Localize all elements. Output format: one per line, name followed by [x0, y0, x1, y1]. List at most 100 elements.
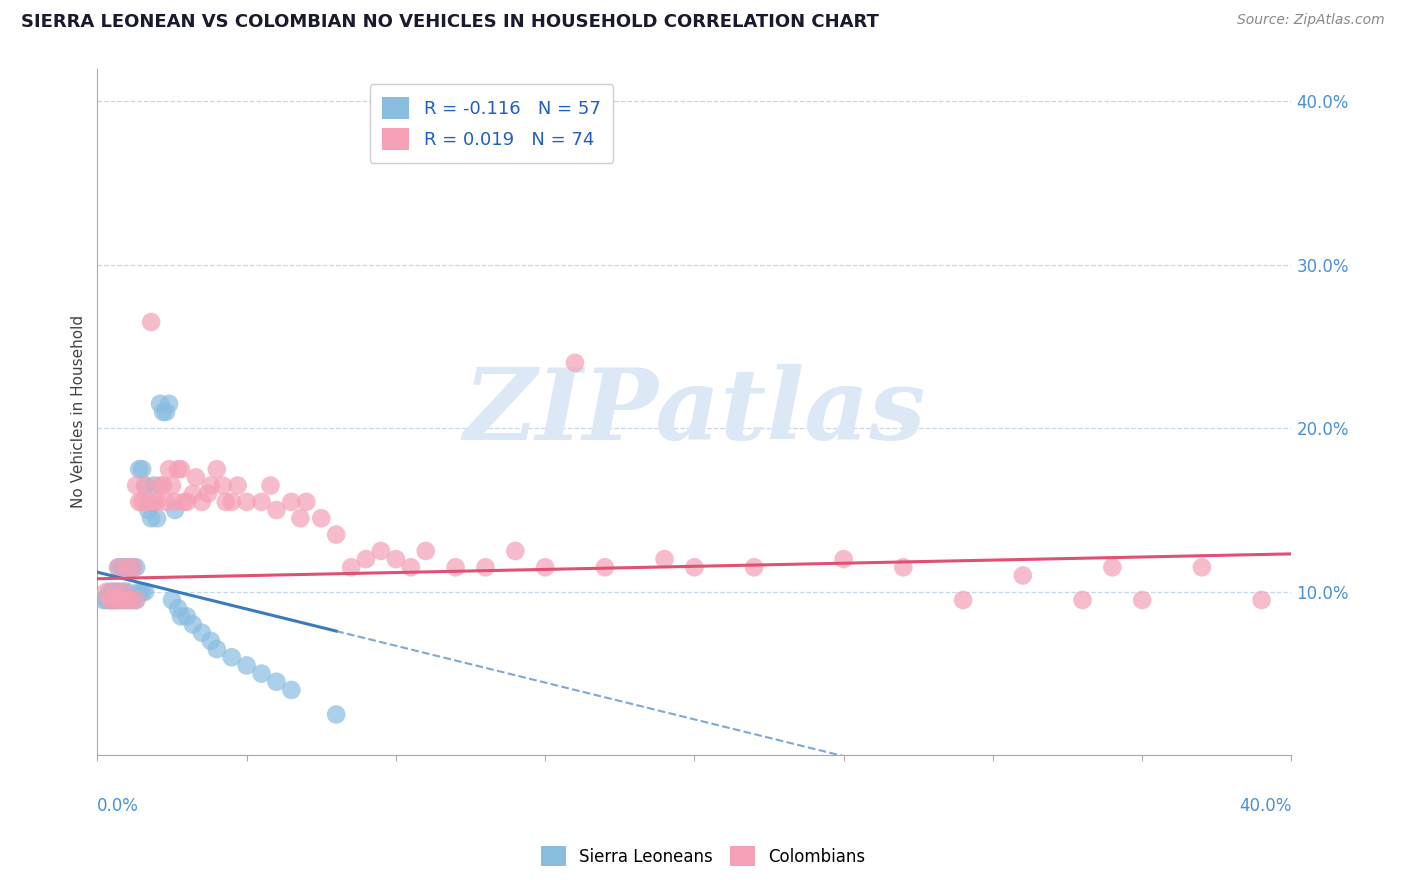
Point — [266, 503, 288, 517]
Point — [107, 593, 129, 607]
Point — [91, 593, 114, 607]
Point — [354, 552, 377, 566]
Point — [139, 511, 162, 525]
Point — [654, 552, 676, 566]
Point — [534, 560, 557, 574]
Point — [163, 495, 186, 509]
Point — [385, 552, 408, 566]
Point — [96, 593, 118, 607]
Point — [128, 584, 150, 599]
Point — [564, 356, 586, 370]
Point — [503, 544, 526, 558]
Point — [197, 486, 219, 500]
Point — [399, 560, 422, 574]
Point — [112, 584, 135, 599]
Point — [146, 495, 169, 509]
Point — [120, 593, 142, 607]
Point — [221, 650, 243, 665]
Legend: Sierra Leoneans, Colombians: Sierra Leoneans, Colombians — [533, 838, 873, 875]
Point — [110, 593, 132, 607]
Point — [170, 462, 193, 476]
Point — [122, 560, 145, 574]
Point — [107, 560, 129, 574]
Point — [112, 560, 135, 574]
Point — [149, 478, 172, 492]
Point — [131, 462, 153, 476]
Point — [98, 584, 121, 599]
Point — [96, 584, 118, 599]
Point — [152, 405, 174, 419]
Point — [1101, 560, 1123, 574]
Point — [101, 593, 124, 607]
Point — [290, 511, 312, 525]
Point — [474, 560, 496, 574]
Point — [221, 495, 243, 509]
Point — [98, 593, 121, 607]
Point — [176, 609, 198, 624]
Point — [101, 593, 124, 607]
Point — [125, 560, 148, 574]
Point — [112, 593, 135, 607]
Point — [1191, 560, 1213, 574]
Point — [250, 495, 273, 509]
Point — [200, 633, 222, 648]
Point — [98, 593, 121, 607]
Point — [155, 495, 177, 509]
Point — [110, 560, 132, 574]
Point — [128, 495, 150, 509]
Point — [160, 593, 183, 607]
Point — [266, 674, 288, 689]
Point — [128, 462, 150, 476]
Point — [120, 560, 142, 574]
Point — [131, 495, 153, 509]
Point — [280, 495, 302, 509]
Text: Source: ZipAtlas.com: Source: ZipAtlas.com — [1237, 13, 1385, 28]
Point — [742, 560, 765, 574]
Point — [107, 584, 129, 599]
Point — [143, 478, 166, 492]
Point — [167, 462, 190, 476]
Text: ZIPatlas: ZIPatlas — [463, 364, 925, 460]
Point — [104, 584, 127, 599]
Point — [163, 503, 186, 517]
Point — [115, 593, 138, 607]
Point — [415, 544, 437, 558]
Point — [215, 495, 238, 509]
Point — [104, 593, 127, 607]
Point — [125, 593, 148, 607]
Point — [110, 584, 132, 599]
Point — [235, 658, 257, 673]
Point — [593, 560, 616, 574]
Point — [295, 495, 318, 509]
Point — [1130, 593, 1153, 607]
Point — [134, 584, 156, 599]
Point — [115, 560, 138, 574]
Point — [115, 560, 138, 574]
Point — [325, 707, 347, 722]
Point — [157, 462, 180, 476]
Point — [184, 470, 207, 484]
Point — [191, 495, 214, 509]
Point — [1011, 568, 1033, 582]
Point — [191, 625, 214, 640]
Point — [101, 593, 124, 607]
Point — [370, 544, 392, 558]
Point — [107, 560, 129, 574]
Point — [136, 503, 159, 517]
Text: 40.0%: 40.0% — [1239, 797, 1292, 814]
Point — [112, 584, 135, 599]
Point — [205, 642, 228, 657]
Point — [259, 478, 281, 492]
Point — [143, 495, 166, 509]
Point — [1071, 593, 1094, 607]
Point — [122, 593, 145, 607]
Point — [893, 560, 915, 574]
Point — [157, 397, 180, 411]
Point — [181, 486, 204, 500]
Point — [146, 511, 169, 525]
Point — [122, 560, 145, 574]
Point — [136, 495, 159, 509]
Point — [250, 666, 273, 681]
Point — [226, 478, 249, 492]
Point — [170, 609, 193, 624]
